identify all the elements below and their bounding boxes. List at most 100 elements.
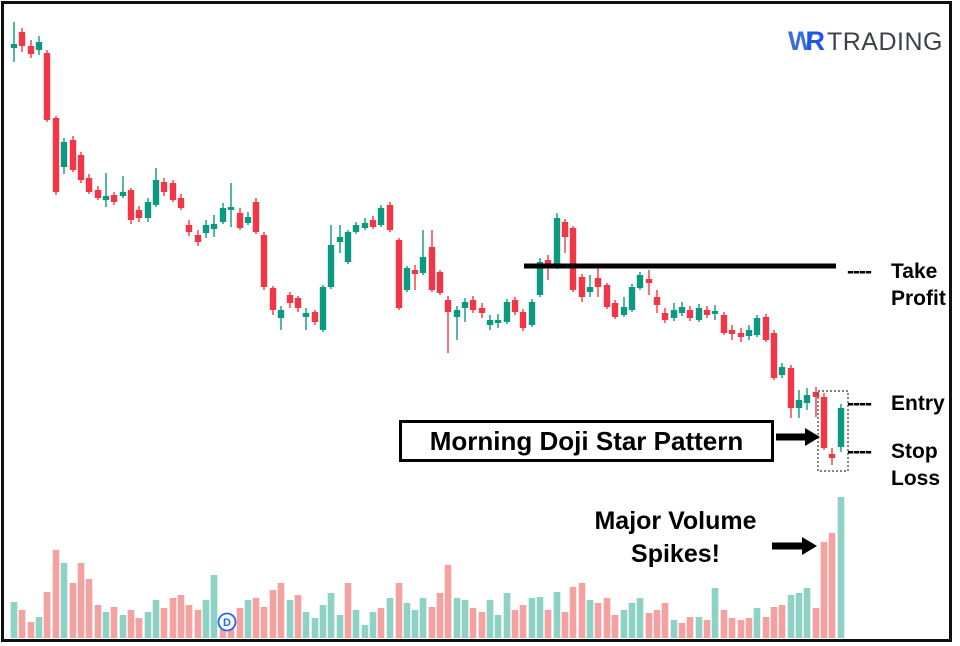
candle-body: [35, 42, 43, 50]
stop-loss-dashes: ----: [847, 440, 872, 463]
dividend-marker[interactable]: D: [217, 612, 237, 632]
candle-body: [219, 208, 227, 222]
volume-bar: [110, 607, 118, 638]
volume-bar: [711, 588, 719, 638]
volume-bar: [202, 600, 210, 638]
candle-body: [812, 392, 820, 397]
candle-body: [653, 297, 661, 305]
volume-bar: [144, 612, 152, 638]
volume-bar: [828, 533, 836, 638]
volume-bar: [645, 613, 653, 638]
candle-body: [828, 454, 836, 458]
candle-body: [695, 308, 703, 320]
candle-body: [444, 300, 452, 312]
volume-bar: [795, 593, 803, 638]
candle-body: [553, 218, 561, 267]
candle-body: [286, 295, 294, 303]
stop-loss-label: ---- Stop Loss: [847, 438, 940, 492]
volume-bar: [453, 598, 461, 638]
candle-body: [185, 225, 193, 232]
candle-body: [210, 224, 218, 229]
volume-bar: [69, 583, 77, 638]
entry-dashes: ----: [847, 392, 872, 415]
volume-bar: [803, 588, 811, 638]
take-profit-dashes: ----: [847, 260, 872, 283]
candle-body: [586, 287, 594, 292]
volume-bar: [511, 610, 519, 638]
candle-body: [152, 180, 160, 205]
volume-bar: [486, 600, 494, 638]
volume-bar: [395, 583, 403, 638]
candle-body: [144, 202, 152, 218]
take-profit-word1: Take: [891, 260, 938, 283]
candle-body: [503, 302, 511, 322]
candle-body: [27, 46, 35, 54]
volume-bar: [461, 600, 469, 638]
volume-bar: [119, 615, 127, 638]
volume-bar: [620, 610, 628, 638]
candle-body: [135, 210, 143, 218]
volume-bar: [403, 603, 411, 638]
candle-body: [803, 395, 811, 403]
volume-bar: [77, 563, 85, 638]
candle-body: [319, 287, 327, 330]
candle-body: [302, 313, 310, 317]
volume-bar: [361, 625, 369, 638]
volume-arrow: [772, 537, 817, 555]
volume-bar: [277, 583, 285, 638]
volume-bar: [561, 612, 569, 638]
volume-bar: [411, 610, 419, 638]
candle-body: [361, 223, 369, 228]
candle-body: [436, 272, 444, 293]
volume-spikes-line1: Major Volume: [594, 507, 757, 535]
candle-body: [236, 213, 244, 228]
volume-bar: [94, 605, 102, 638]
candle-body: [837, 408, 845, 447]
volume-bar: [720, 610, 728, 638]
volume-bar: [302, 612, 310, 638]
volume-bar: [127, 610, 135, 638]
volume-bar: [503, 593, 511, 638]
volume-bar: [344, 583, 352, 638]
candle-body: [419, 257, 427, 273]
candle-body: [110, 195, 118, 202]
candle-body: [762, 317, 770, 340]
candle-body: [528, 302, 536, 325]
candle-body: [511, 300, 519, 312]
candle-body: [711, 311, 719, 314]
volume-bar: [586, 600, 594, 638]
candle-body: [260, 235, 268, 287]
volume-bar: [695, 617, 703, 638]
volume-bar: [578, 583, 586, 638]
volume-bar: [611, 615, 619, 638]
take-profit-word2: Profit: [891, 287, 946, 310]
volume-spikes-label: Major Volume Spikes!: [558, 505, 793, 571]
volume-bar: [419, 598, 427, 638]
candle-body: [352, 225, 360, 232]
candle-body: [753, 318, 761, 335]
volume-bar: [377, 608, 385, 638]
volume-bar: [35, 617, 43, 638]
candle-body: [386, 205, 394, 230]
candle-body: [252, 202, 260, 232]
stop-loss-word1: Stop: [891, 440, 938, 463]
candle-body: [327, 245, 335, 287]
candle-body: [620, 307, 628, 315]
volume-bar: [135, 618, 143, 638]
volume-bar: [628, 603, 636, 638]
volume-bar: [177, 595, 185, 638]
volume-bar: [837, 497, 845, 638]
candle-body: [478, 308, 486, 313]
candle-body: [244, 217, 252, 223]
candle-body: [369, 220, 377, 227]
candle-body: [428, 247, 436, 290]
volume-bar: [703, 620, 711, 638]
candle-body: [160, 182, 168, 192]
volume-bar: [336, 615, 344, 638]
candle-body: [578, 277, 586, 297]
volume-bar: [661, 603, 669, 638]
candle-body: [686, 310, 694, 318]
volume-bar: [27, 622, 35, 638]
volume-bar: [327, 593, 335, 638]
candle-body: [795, 400, 803, 408]
